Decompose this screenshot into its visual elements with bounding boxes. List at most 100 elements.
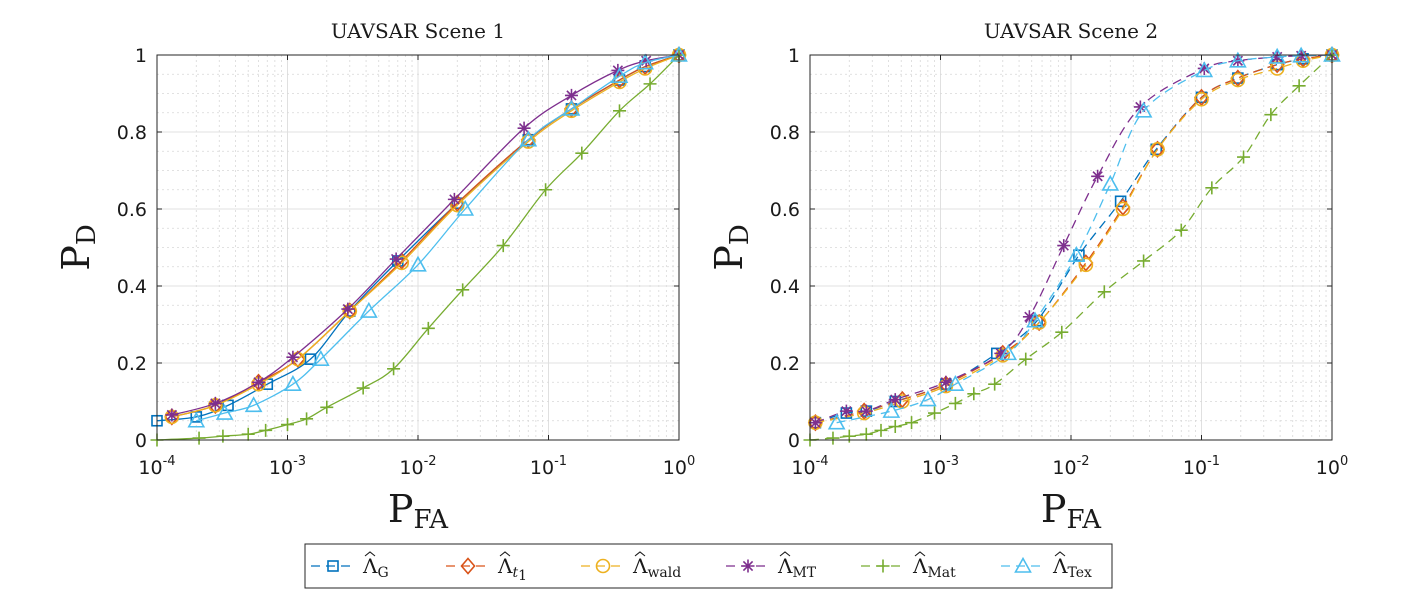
x-axis-label-main: P — [1041, 487, 1067, 531]
data-point — [409, 255, 427, 272]
legend-label: Λt1 — [497, 554, 527, 584]
y-tick-label: 0.4 — [770, 276, 800, 298]
legend-marker — [327, 560, 339, 572]
y-axis-label: PD — [54, 224, 102, 270]
x-tick-label: 10-1 — [530, 454, 567, 479]
series-layer — [803, 45, 1341, 447]
data-point — [874, 423, 888, 437]
data-point — [496, 239, 510, 253]
data-point — [1174, 223, 1188, 237]
data-point — [1237, 150, 1251, 164]
data-point — [1292, 79, 1306, 93]
hat-accent — [634, 551, 646, 557]
data-point — [252, 375, 266, 389]
x-tick-label: 10-3 — [922, 454, 959, 479]
x-axis-label-main: P — [388, 487, 414, 531]
data-point — [905, 416, 919, 430]
tick-labels: 0 0.2 0.4 0.6 0.8 1 10-4 10-3 10-2 10-1 100 — [117, 45, 695, 479]
y-axis-label-main: P — [54, 245, 98, 271]
y-axis-label: PD — [707, 224, 755, 270]
data-point — [215, 403, 234, 420]
data-point — [519, 130, 538, 147]
x-tick-label: 10-2 — [1052, 454, 1089, 479]
data-point — [613, 104, 627, 118]
data-point — [343, 305, 356, 317]
data-point — [456, 199, 475, 216]
data-point — [1137, 254, 1151, 268]
data-point — [888, 420, 902, 434]
data-point — [1026, 311, 1044, 328]
x-tick-label: 100 — [663, 454, 695, 479]
grid — [809, 54, 1333, 441]
y-axis-label-main: P — [707, 245, 751, 271]
data-point — [359, 301, 378, 318]
legend-box — [304, 543, 1113, 589]
legend-marker — [595, 558, 611, 574]
data-point — [165, 408, 179, 422]
data-point — [1230, 72, 1246, 88]
data-point — [967, 387, 981, 401]
x-tick-label: 10-2 — [399, 454, 436, 479]
y-tick-label: 0 — [135, 430, 147, 452]
y-axis-label-sub: D — [72, 224, 102, 245]
data-point — [1019, 352, 1033, 366]
data-point — [1114, 195, 1127, 208]
data-point — [995, 347, 1011, 363]
data-point — [808, 416, 822, 430]
series-layer — [150, 45, 688, 447]
data-point — [1205, 181, 1219, 195]
data-point — [1134, 101, 1153, 118]
series-line — [815, 54, 1333, 424]
legend-label: ΛG — [362, 554, 389, 581]
y-tick-label: 0.8 — [117, 122, 147, 144]
series-line — [809, 54, 1333, 441]
hat-accent — [1054, 551, 1066, 557]
data-point — [827, 413, 846, 430]
data-point — [192, 431, 206, 445]
data-point — [281, 418, 294, 432]
data-point — [1057, 239, 1071, 253]
data-point — [311, 350, 330, 366]
data-point — [284, 375, 302, 391]
data-point — [994, 346, 1008, 360]
legend-marker — [741, 559, 755, 573]
data-point — [539, 183, 553, 197]
y-tick-label: 0.4 — [117, 276, 147, 298]
data-point — [244, 396, 263, 413]
data-point — [1195, 61, 1214, 78]
x-tick-label: 10-4 — [138, 454, 175, 479]
data-point — [1229, 51, 1247, 68]
data-point — [859, 427, 873, 441]
data-point — [208, 396, 222, 410]
panel-scene-2: 0 0.2 0.4 0.6 0.8 1 10-4 10-3 10-2 10-1 100 UAVSAR… — [707, 19, 1348, 535]
data-point — [1078, 257, 1094, 273]
x-axis-label: PFA — [1041, 487, 1102, 535]
data-point — [1067, 246, 1086, 263]
hat-accent — [499, 551, 511, 557]
data-point — [304, 353, 317, 365]
x-tick-label: 10-4 — [791, 454, 828, 479]
data-point — [946, 375, 965, 391]
y-tick-label: 0.2 — [117, 353, 147, 375]
x-axis-label: PFA — [388, 487, 449, 535]
data-point — [1149, 140, 1166, 159]
x-tick-label: 10-1 — [1183, 454, 1220, 479]
data-point — [320, 400, 334, 414]
legend-item-Tex: ΛTex — [1001, 551, 1092, 581]
data-point — [564, 103, 579, 119]
data-point — [807, 413, 823, 432]
data-point — [394, 255, 409, 271]
data-point — [562, 99, 581, 116]
tick-labels: 0 0.2 0.4 0.6 0.8 1 10-4 10-3 10-2 10-1 100 — [770, 45, 1348, 479]
data-point — [1270, 50, 1284, 64]
y-tick-label: 1 — [135, 45, 147, 67]
data-point — [520, 134, 536, 149]
data-point — [1097, 285, 1111, 299]
y-tick-label: 1 — [788, 45, 800, 67]
data-point — [517, 121, 531, 135]
data-point — [356, 381, 370, 395]
data-point — [826, 431, 840, 445]
hat-accent — [914, 551, 926, 557]
data-point — [988, 377, 1002, 391]
